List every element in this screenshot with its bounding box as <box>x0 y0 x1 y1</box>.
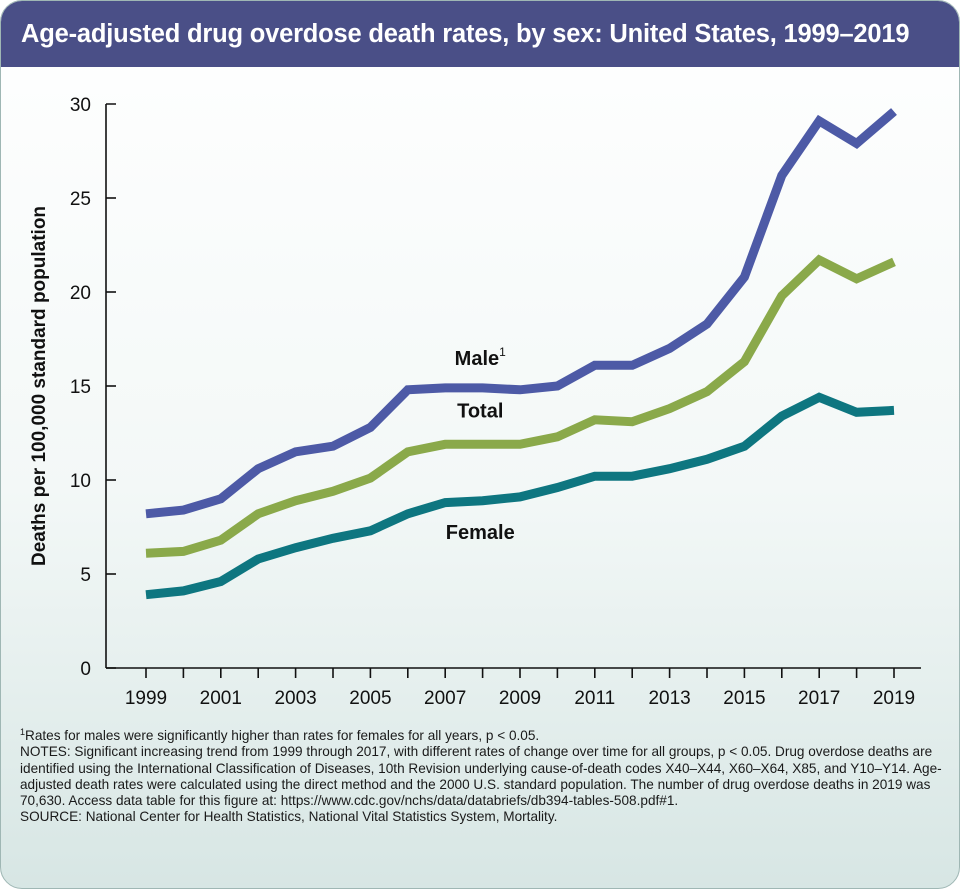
series-label-male: Male1 <box>455 345 506 370</box>
chart-series-labels: Male1 Total Female <box>446 345 515 544</box>
x-tick-label: 2011 <box>574 688 615 709</box>
y-tick-label: 10 <box>70 471 91 492</box>
x-tick-label: 2001 <box>200 688 242 709</box>
series-line-male <box>145 108 897 519</box>
series-label-female: Female <box>446 522 515 544</box>
y-tick-label: 0 <box>80 659 91 680</box>
chart-axes: 0 5 10 15 20 25 30 1999 2001 2003 2005 2007 2009 2011… <box>29 95 921 709</box>
x-tick-label: 2005 <box>349 688 391 709</box>
series-line-total <box>145 254 896 558</box>
x-tick-label: 2009 <box>499 688 541 709</box>
y-tick-label: 15 <box>70 377 91 398</box>
x-tick-label: 2013 <box>648 688 690 709</box>
chart-lines <box>145 108 897 600</box>
x-tick-label: 1999 <box>125 688 167 709</box>
figure-header: Age-adjusted drug overdose death rates, … <box>1 1 959 67</box>
source-text: SOURCE: National Center for Health Stati… <box>20 809 558 825</box>
x-tick-label: 2007 <box>424 688 466 709</box>
y-tick-label: 30 <box>70 95 91 116</box>
footnote-marker: 1 <box>20 727 26 737</box>
footnote: 1Rates for males were significantly high… <box>20 728 945 744</box>
line-chart: 0 5 10 15 20 25 30 1999 2001 2003 2005 2007 2009 2011… <box>29 95 921 709</box>
notes-text: NOTES: Significant increasing trend from… <box>20 744 942 809</box>
series-label-superscript: 1 <box>499 345 506 359</box>
x-tick-label: 2015 <box>723 688 765 709</box>
x-tick-label: 2017 <box>798 688 840 709</box>
x-tick-label: 2003 <box>274 688 316 709</box>
series-line-female <box>145 392 895 600</box>
footnote-text: Rates for males were significantly highe… <box>25 728 540 743</box>
x-tick-label: 2019 <box>873 688 915 709</box>
series-label-total: Total <box>457 400 503 422</box>
figure-title: Age-adjusted drug overdose death rates, … <box>21 19 910 48</box>
y-tick-label: 20 <box>70 283 91 304</box>
y-tick-label: 25 <box>70 189 91 210</box>
y-axis-title: Deaths per 100,000 standard population <box>29 206 50 566</box>
figure-notes: 1Rates for males were significantly high… <box>20 728 945 826</box>
y-tick-label: 5 <box>80 565 91 586</box>
